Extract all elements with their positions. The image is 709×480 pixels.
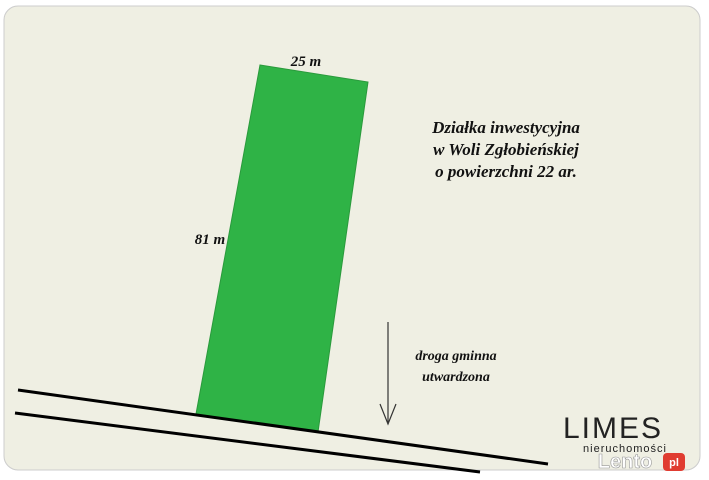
watermark: Lento <box>598 451 652 473</box>
background <box>3 5 701 471</box>
road-line <box>17 388 549 466</box>
road-label: utwardzona <box>422 370 490 385</box>
description: Działka inwestycyjna <box>431 118 580 137</box>
arrow-head <box>379 403 397 426</box>
road-label: droga gminna <box>415 349 496 364</box>
watermark-badge-text: pl <box>669 457 679 469</box>
road-line <box>14 411 481 474</box>
logo-subtitle: nieruchomości <box>583 443 667 455</box>
logo: LIMES <box>563 412 663 445</box>
description: w Woli Zgłobieńskiej <box>433 140 579 159</box>
watermark-badge <box>663 453 685 471</box>
side-label: 25 m <box>290 54 321 70</box>
description: o powierzchni 22 ar. <box>435 162 577 181</box>
side-label: 81 m <box>195 232 225 248</box>
